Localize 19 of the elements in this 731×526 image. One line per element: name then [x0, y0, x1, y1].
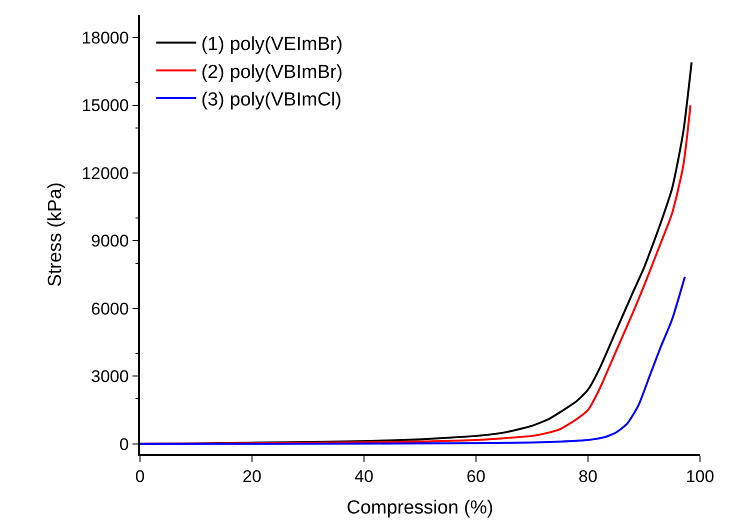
- x-tick-label: 80: [578, 467, 598, 486]
- line-series: [140, 276, 686, 445]
- y-tick-label: 9000: [91, 232, 129, 251]
- x-tick-label: 0: [135, 467, 145, 486]
- y-axis-title: Stress (kPa): [44, 182, 66, 287]
- y-tick-label: 0: [119, 434, 129, 454]
- legend-label: (1) poly(VEImBr): [201, 34, 343, 56]
- legend-label: (2) poly(VBImBr): [201, 62, 343, 83]
- legend-label: (3) poly(VBImCl): [201, 89, 342, 110]
- y-tick-label: 3000: [91, 367, 129, 386]
- x-axis-title: Compression (%): [346, 497, 494, 518]
- y-tick-label: 15000: [82, 96, 129, 116]
- x-tick-label: 100: [686, 467, 714, 486]
- x-tick-label: 40: [354, 467, 374, 486]
- y-tick-label: 12000: [82, 164, 129, 183]
- x-tick-label: 60: [466, 467, 486, 486]
- y-tick-label: 18000: [82, 28, 129, 48]
- y-tick-label: 6000: [91, 299, 129, 318]
- x-tick-label: 20: [242, 467, 262, 486]
